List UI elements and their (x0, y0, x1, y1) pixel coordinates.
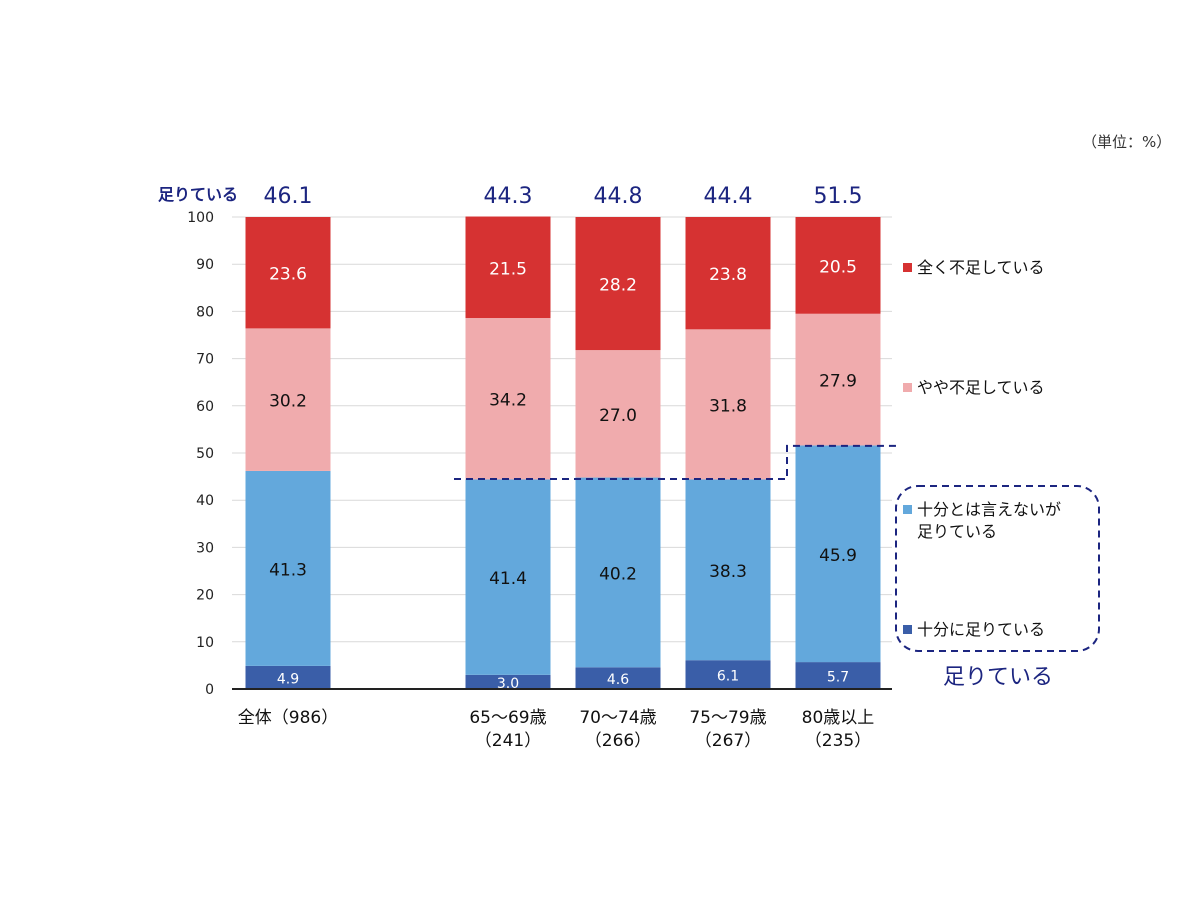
legend-swatch (903, 505, 912, 514)
data-label: 27.9 (819, 372, 857, 392)
sufficient-row-label: 足りている (158, 185, 238, 204)
bar-segment (685, 217, 771, 330)
bar-segment (575, 217, 661, 351)
sufficient-threshold-guide (454, 444, 900, 480)
legend-label: やや不足している (917, 378, 1045, 397)
data-label: 31.8 (709, 396, 747, 416)
x-category-label: 75～79歳 (689, 708, 766, 728)
y-tick-label: 0 (205, 682, 214, 698)
bar-segment (245, 470, 331, 666)
data-label: 27.0 (599, 406, 637, 426)
bar-segment (795, 445, 881, 663)
bars: 4.9 41.3 30.2 23.6 46.1 3.0 41.4 34.2 21.5 44.3 4.… (245, 184, 881, 692)
bar-segment (795, 313, 881, 446)
bar-segment (465, 479, 551, 675)
bar-segment (575, 667, 661, 689)
bar-segment (685, 479, 771, 661)
sufficient-total-label: 46.1 (264, 184, 313, 209)
x-category-label-count: （266） (585, 731, 651, 751)
y-tick-label: 60 (196, 399, 214, 415)
x-category-label-count: （241） (475, 731, 541, 751)
x-category-label-count: （235） (805, 731, 871, 751)
x-category-label-count: （267） (695, 731, 761, 751)
threshold-dashed-line (454, 444, 900, 480)
x-category-label: 80歳以上 (802, 708, 875, 728)
bar-segment (575, 477, 661, 668)
legend-label: 全く不足している (917, 258, 1045, 277)
sufficient-total-label: 51.5 (814, 184, 863, 209)
x-category-label: 70～74歳 (579, 708, 656, 728)
bar-segment (685, 660, 771, 689)
bar-segment (465, 216, 551, 319)
y-tick-label: 40 (196, 493, 214, 509)
y-tick-label: 20 (196, 588, 214, 604)
bar-segment (245, 328, 331, 471)
bar-segment (245, 217, 331, 329)
unit-note: （単位：%） (1082, 133, 1172, 151)
bar-segment (465, 318, 551, 480)
sufficient-group-box (895, 485, 1100, 652)
y-tick-label: 30 (196, 540, 214, 556)
sufficient-total-label: 44.4 (704, 184, 753, 209)
data-label: 4.9 (277, 671, 299, 687)
data-label: 38.3 (709, 562, 747, 582)
sufficient-group-label: 足りている (943, 665, 1053, 690)
y-tick-label: 90 (196, 257, 214, 273)
legend-label: 足りている (917, 522, 997, 541)
data-label: 41.3 (269, 560, 307, 580)
data-label: 20.5 (819, 257, 857, 277)
legend-swatch (903, 263, 912, 272)
bar-segment (575, 350, 661, 478)
x-category-label: 全体（986） (238, 708, 338, 728)
data-label: 23.8 (709, 265, 747, 285)
sufficient-total-label: 44.8 (594, 184, 643, 209)
bar-segment (465, 674, 551, 689)
data-label: 4.6 (607, 672, 629, 688)
data-label: 23.6 (269, 265, 307, 285)
x-category-label: 65～69歳 (469, 708, 546, 728)
legend-label: 十分に足りている (917, 620, 1045, 639)
data-label: 6.1 (717, 669, 739, 685)
data-label: 41.4 (489, 569, 527, 589)
data-label: 45.9 (819, 546, 857, 566)
data-label: 28.2 (599, 276, 637, 296)
bar-segment (795, 662, 881, 689)
legend-swatch (903, 383, 912, 392)
legend-label: 十分とは言えないが (917, 500, 1061, 519)
data-label: 40.2 (599, 564, 637, 584)
y-tick-label: 50 (196, 446, 214, 462)
y-tick-label: 70 (196, 352, 214, 368)
bar-segment (685, 329, 771, 480)
bar-segment (795, 217, 881, 314)
data-label: 34.2 (489, 391, 527, 411)
data-label: 5.7 (827, 670, 849, 686)
legend-swatch (903, 625, 912, 634)
bar-segment (245, 665, 331, 689)
y-tick-label: 10 (196, 635, 214, 651)
axes: 0 10 20 30 40 50 60 70 80 90 100 全体（986） 65～69歳 （241）… (187, 210, 892, 751)
sufficient-total-label: 44.3 (484, 184, 533, 209)
y-tick-label: 80 (196, 304, 214, 320)
data-label: 3.0 (497, 676, 519, 692)
data-label: 21.5 (489, 259, 527, 279)
data-label: 30.2 (269, 392, 307, 412)
gridlines (232, 216, 892, 643)
y-tick-label: 100 (187, 210, 214, 226)
